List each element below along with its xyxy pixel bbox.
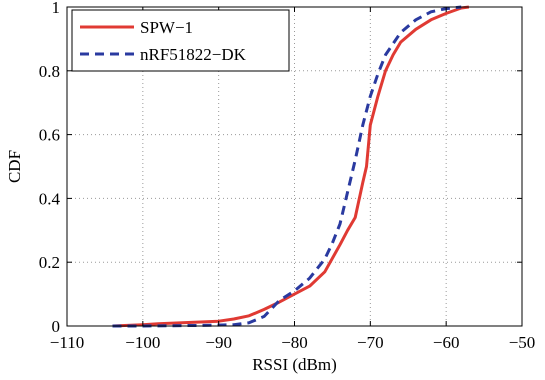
series-lines <box>112 5 470 328</box>
y-tick-label: 1 <box>52 0 61 17</box>
x-tick-label: −50 <box>509 333 536 352</box>
legend-label-spw1: SPW−1 <box>140 18 193 37</box>
y-tick-label: 0.4 <box>39 189 61 208</box>
x-tick-label: −110 <box>50 333 84 352</box>
y-tick-label: 0 <box>52 317 61 336</box>
legend: SPW−1 nRF51822−DK <box>71 9 290 72</box>
x-tick-label: −70 <box>357 333 384 352</box>
legend-label-nrf51822: nRF51822−DK <box>140 45 247 64</box>
legend-box <box>71 9 290 72</box>
x-tick-label: −100 <box>125 333 160 352</box>
x-axis-label: RSSI (dBm) <box>252 355 337 374</box>
y-axis-label: CDF <box>5 150 24 183</box>
series-line-nrf51822 <box>112 5 462 328</box>
y-tick-label: 0.6 <box>39 126 60 145</box>
x-tick-label: −90 <box>205 333 232 352</box>
axis-ticks: −110 −100 −90 −80 −70 −60 −50 0 0.2 0.4 0.6 0.8 1 <box>39 0 536 352</box>
series-line-spw1 <box>112 5 470 328</box>
y-tick-label: 0.8 <box>39 62 60 81</box>
x-tick-label: −60 <box>433 333 460 352</box>
y-tick-label: 0.2 <box>39 253 60 272</box>
x-tick-label: −80 <box>281 333 308 352</box>
